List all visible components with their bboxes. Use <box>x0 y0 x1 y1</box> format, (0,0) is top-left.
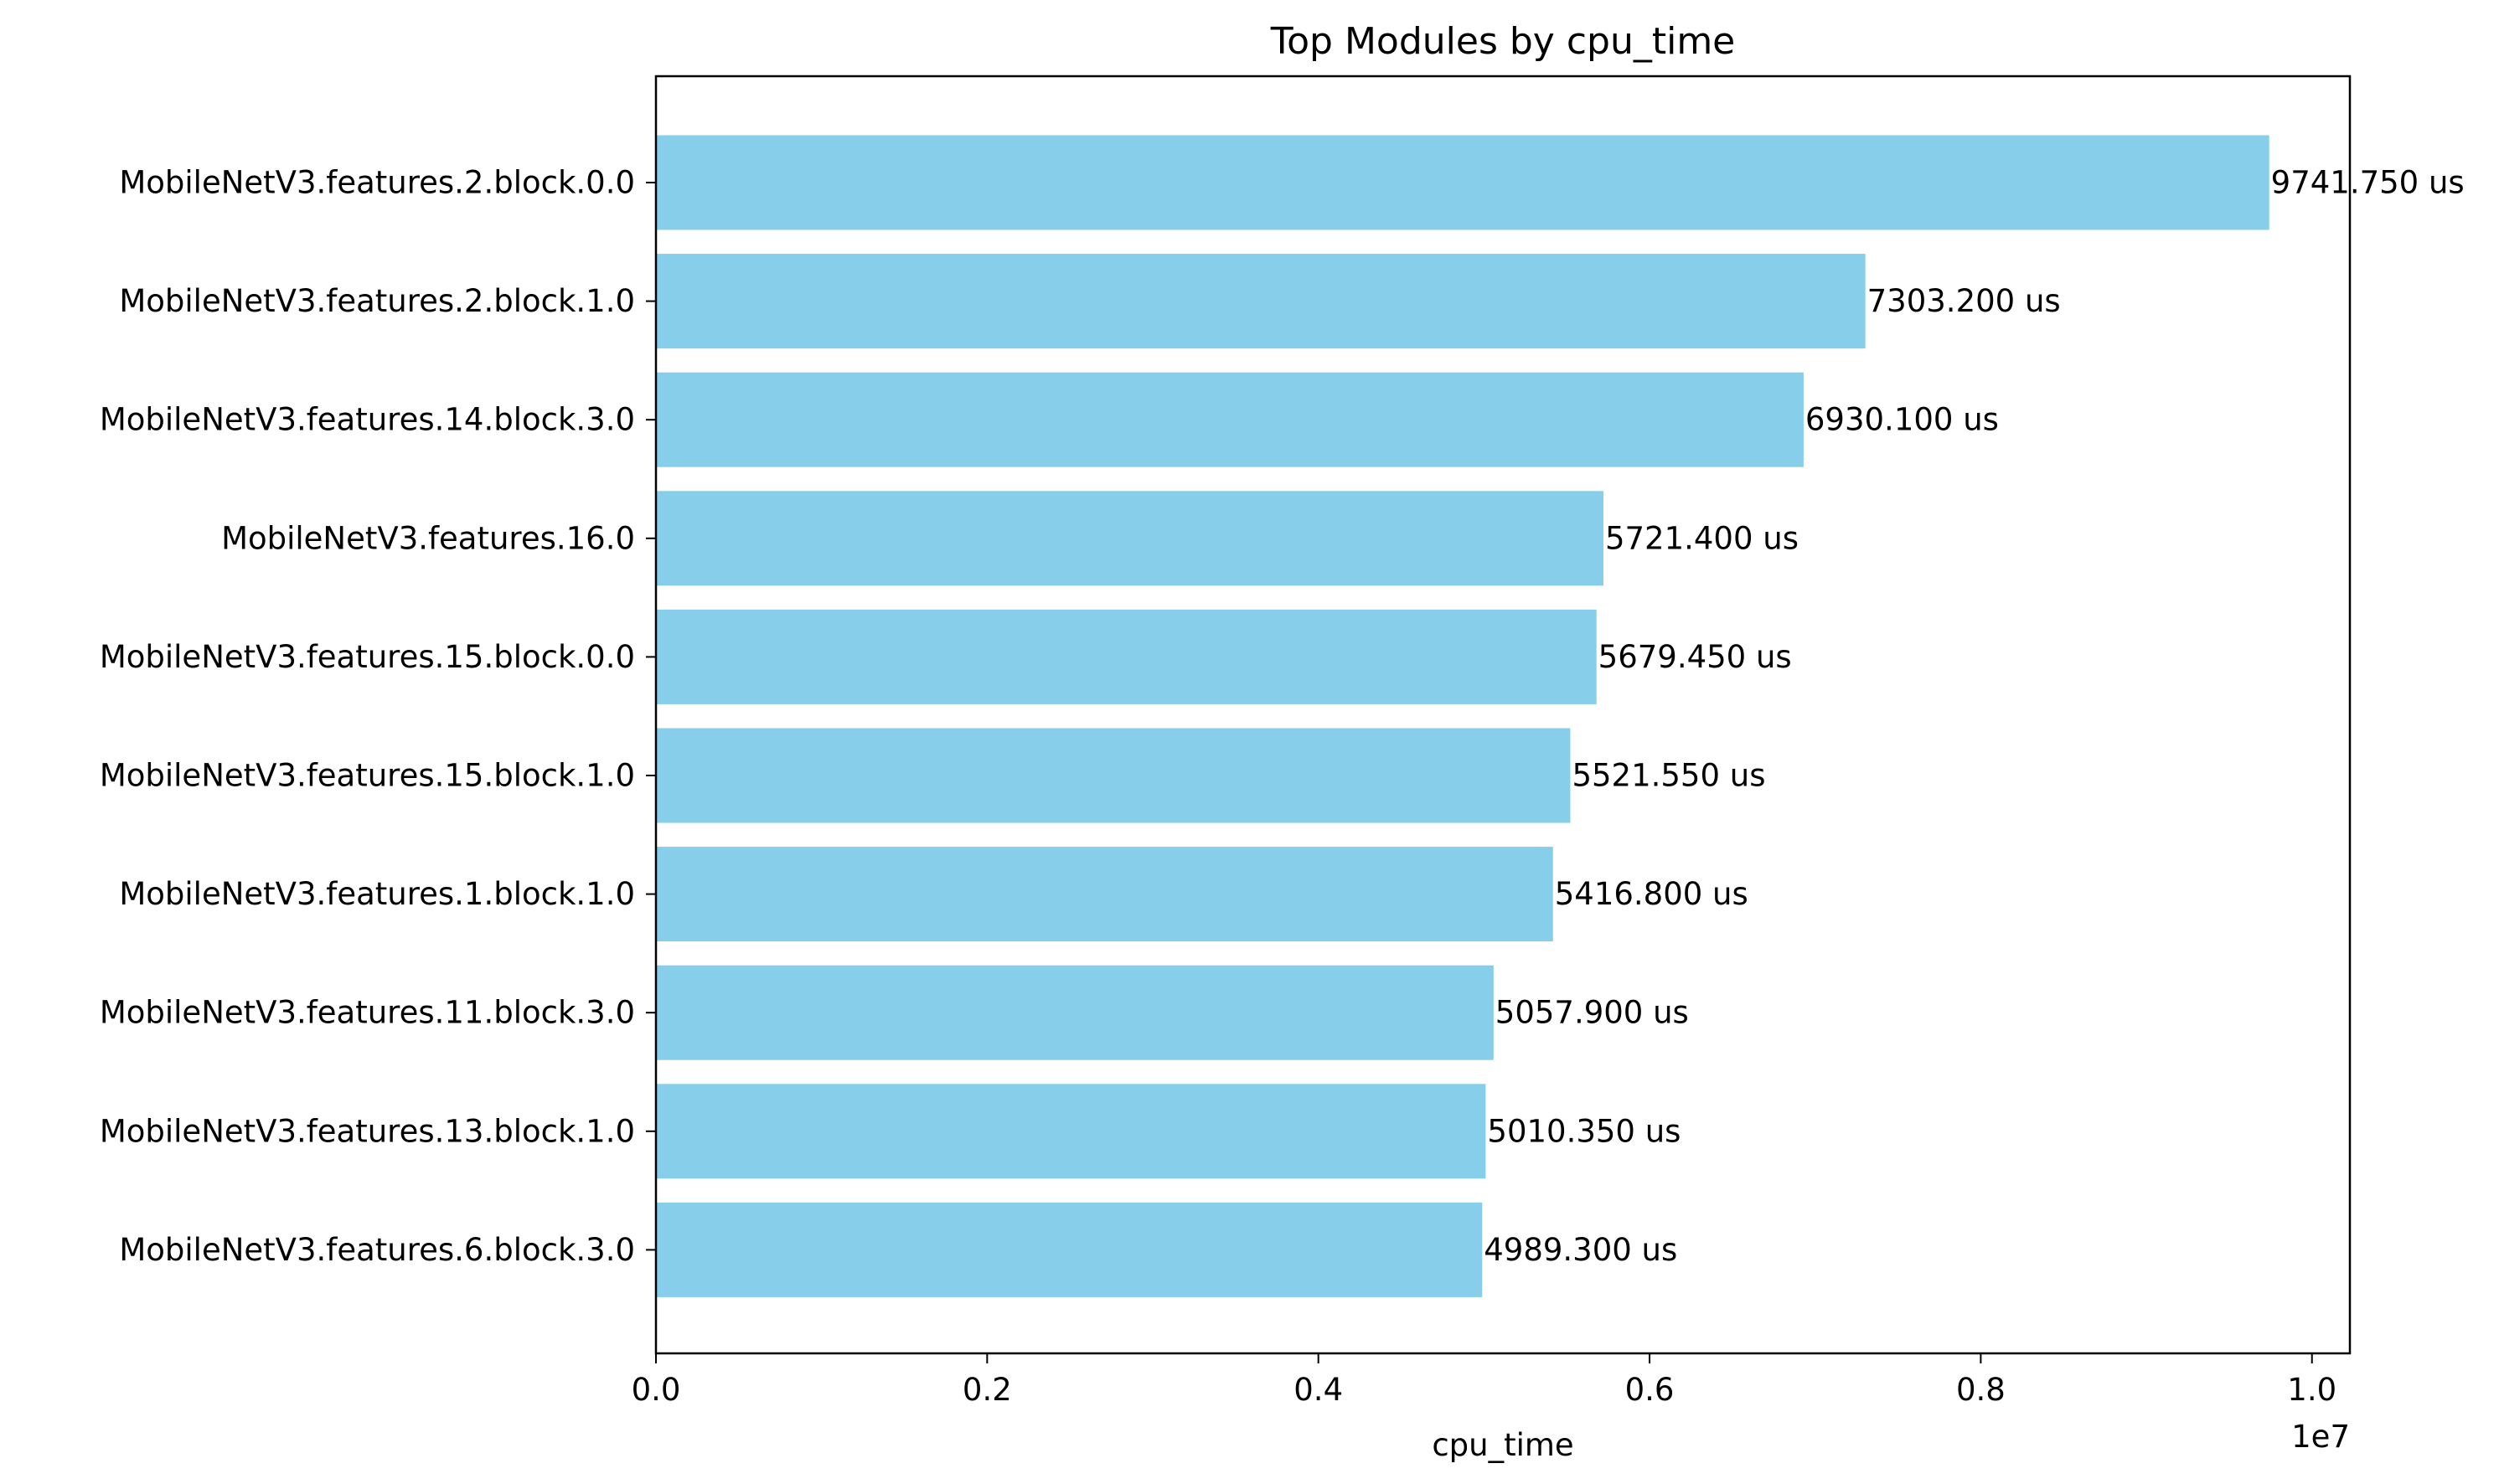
x-tick-label: 1.0 <box>2287 1372 2336 1408</box>
y-tick-label: MobileNetV3.features.11.block.3.0 <box>100 995 635 1031</box>
bar <box>656 1202 1483 1297</box>
y-tick-label: MobileNetV3.features.14.block.3.0 <box>100 402 635 438</box>
bar-value-label: 6930.100 us <box>1805 402 1999 438</box>
y-tick-label: MobileNetV3.features.13.block.1.0 <box>100 1113 635 1149</box>
y-tick-label: MobileNetV3.features.15.block.0.0 <box>100 639 635 675</box>
chart-title: Top Modules by cpu_time <box>1270 20 1736 63</box>
x-tick-label: 0.2 <box>963 1372 1012 1408</box>
y-tick-label: MobileNetV3.features.16.0 <box>221 520 635 556</box>
y-tick-label: MobileNetV3.features.2.block.0.0 <box>119 165 635 201</box>
x-tick-label: 0.0 <box>632 1372 681 1408</box>
bar <box>656 609 1597 704</box>
bars-group: 9741.750 us 7303.200 us 6930.100 us 5721.40… <box>656 135 2465 1297</box>
bar <box>656 1084 1486 1179</box>
bar <box>656 847 1553 942</box>
bar-value-label: 5416.800 us <box>1555 876 1748 912</box>
y-tick-label: MobileNetV3.features.1.block.1.0 <box>119 876 635 912</box>
bar-value-label: 5057.900 us <box>1495 995 1689 1031</box>
bar <box>656 965 1494 1060</box>
x-axis-title: cpu_time <box>1432 1427 1573 1463</box>
bar-value-label: 9741.750 us <box>2271 165 2465 201</box>
bar-value-label: 5721.400 us <box>1605 520 1799 556</box>
bar-value-label: 5679.450 us <box>1598 639 1792 675</box>
bar <box>656 491 1603 586</box>
y-tick-label: MobileNetV3.features.2.block.1.0 <box>119 283 635 319</box>
y-tick-label: MobileNetV3.features.6.block.3.0 <box>119 1232 635 1268</box>
x-tick-label: 0.6 <box>1625 1372 1675 1408</box>
x-tick-label: 0.4 <box>1293 1372 1343 1408</box>
x-axis-scale-label: 1e7 <box>2291 1419 2350 1455</box>
bar <box>656 728 1571 823</box>
bar <box>656 254 1866 349</box>
bar-value-label: 5010.350 us <box>1487 1113 1681 1149</box>
x-tick-label: 0.8 <box>1956 1372 2006 1408</box>
bar <box>656 135 2269 230</box>
plot-frame <box>654 75 2352 1355</box>
bar <box>656 372 1804 467</box>
bar-value-label: 5521.550 us <box>1572 758 1765 794</box>
bar-value-label: 7303.200 us <box>1867 283 2061 319</box>
ticks-group: MobileNetV3.features.2.block.0.0 MobileNe… <box>100 165 2336 1409</box>
bar-value-label: 4989.300 us <box>1484 1232 1677 1268</box>
y-tick-label: MobileNetV3.features.15.block.1.0 <box>100 758 635 794</box>
